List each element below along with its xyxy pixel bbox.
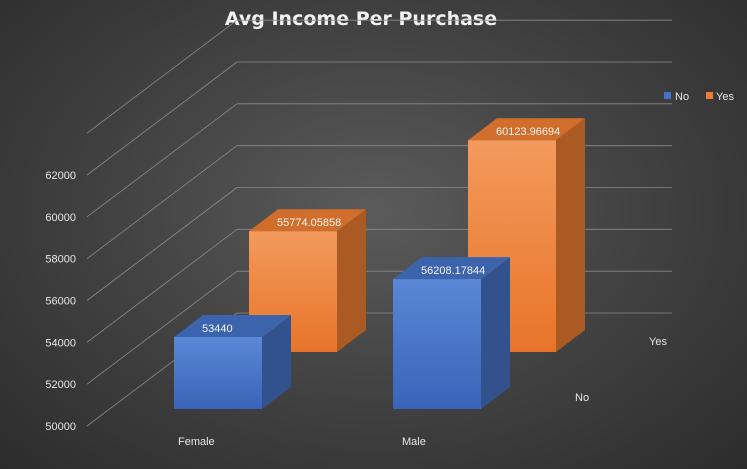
legend-swatch-no xyxy=(664,92,671,99)
bar-top-yes xyxy=(249,209,366,232)
gridline-side xyxy=(86,19,238,134)
gridline-side xyxy=(86,229,238,343)
data-label: 60123.96694 xyxy=(496,126,560,138)
chart-title: Avg Income Per Purchase xyxy=(225,8,497,30)
bar-no-female xyxy=(174,337,262,409)
y-tick-label: 50000 xyxy=(45,421,76,433)
bars-no-series xyxy=(174,257,510,409)
data-label: 56208.17844 xyxy=(421,265,485,277)
bar-top-no xyxy=(393,257,510,280)
gridline-side xyxy=(86,270,238,385)
legend-label-yes: Yes xyxy=(716,91,734,103)
y-tick-label: 56000 xyxy=(45,296,76,308)
depth-axis-label: No xyxy=(575,392,589,404)
legend: No Yes xyxy=(664,91,734,103)
bar-side-no xyxy=(262,315,291,409)
y-tick-label: 54000 xyxy=(45,337,76,349)
y-tick-label: 58000 xyxy=(45,254,76,266)
data-label: 55774.05858 xyxy=(277,217,341,229)
legend-swatch-yes xyxy=(706,92,713,99)
data-label: 53440 xyxy=(202,323,233,335)
depth-axis-labels: No Yes xyxy=(575,336,667,404)
y-tick-label: 60000 xyxy=(45,212,76,224)
legend-label-no: No xyxy=(675,91,689,103)
bar-no-male xyxy=(393,279,481,409)
y-axis-ticks: 50000 52000 54000 56000 58000 60000 62000 xyxy=(45,170,76,433)
x-axis-label: Male xyxy=(402,436,426,448)
data-labels: 55774.05858 60123.96694 53440 56208.17844 xyxy=(202,126,560,335)
depth-axis-label: Yes xyxy=(649,336,667,348)
y-tick-label: 62000 xyxy=(45,170,76,182)
y-tick-label: 52000 xyxy=(45,379,76,391)
bar-top-yes xyxy=(468,118,585,141)
x-axis-labels: Female Male xyxy=(178,436,426,448)
bar-side-yes xyxy=(556,118,585,352)
gridline-side xyxy=(86,61,238,176)
bar-top-no xyxy=(174,315,291,338)
gridline-side xyxy=(86,145,238,259)
bar-side-no xyxy=(481,257,510,409)
gridline-side xyxy=(86,103,238,218)
x-axis-label: Female xyxy=(178,436,215,448)
bar-side-yes xyxy=(337,209,366,352)
gridline-side xyxy=(86,187,238,301)
